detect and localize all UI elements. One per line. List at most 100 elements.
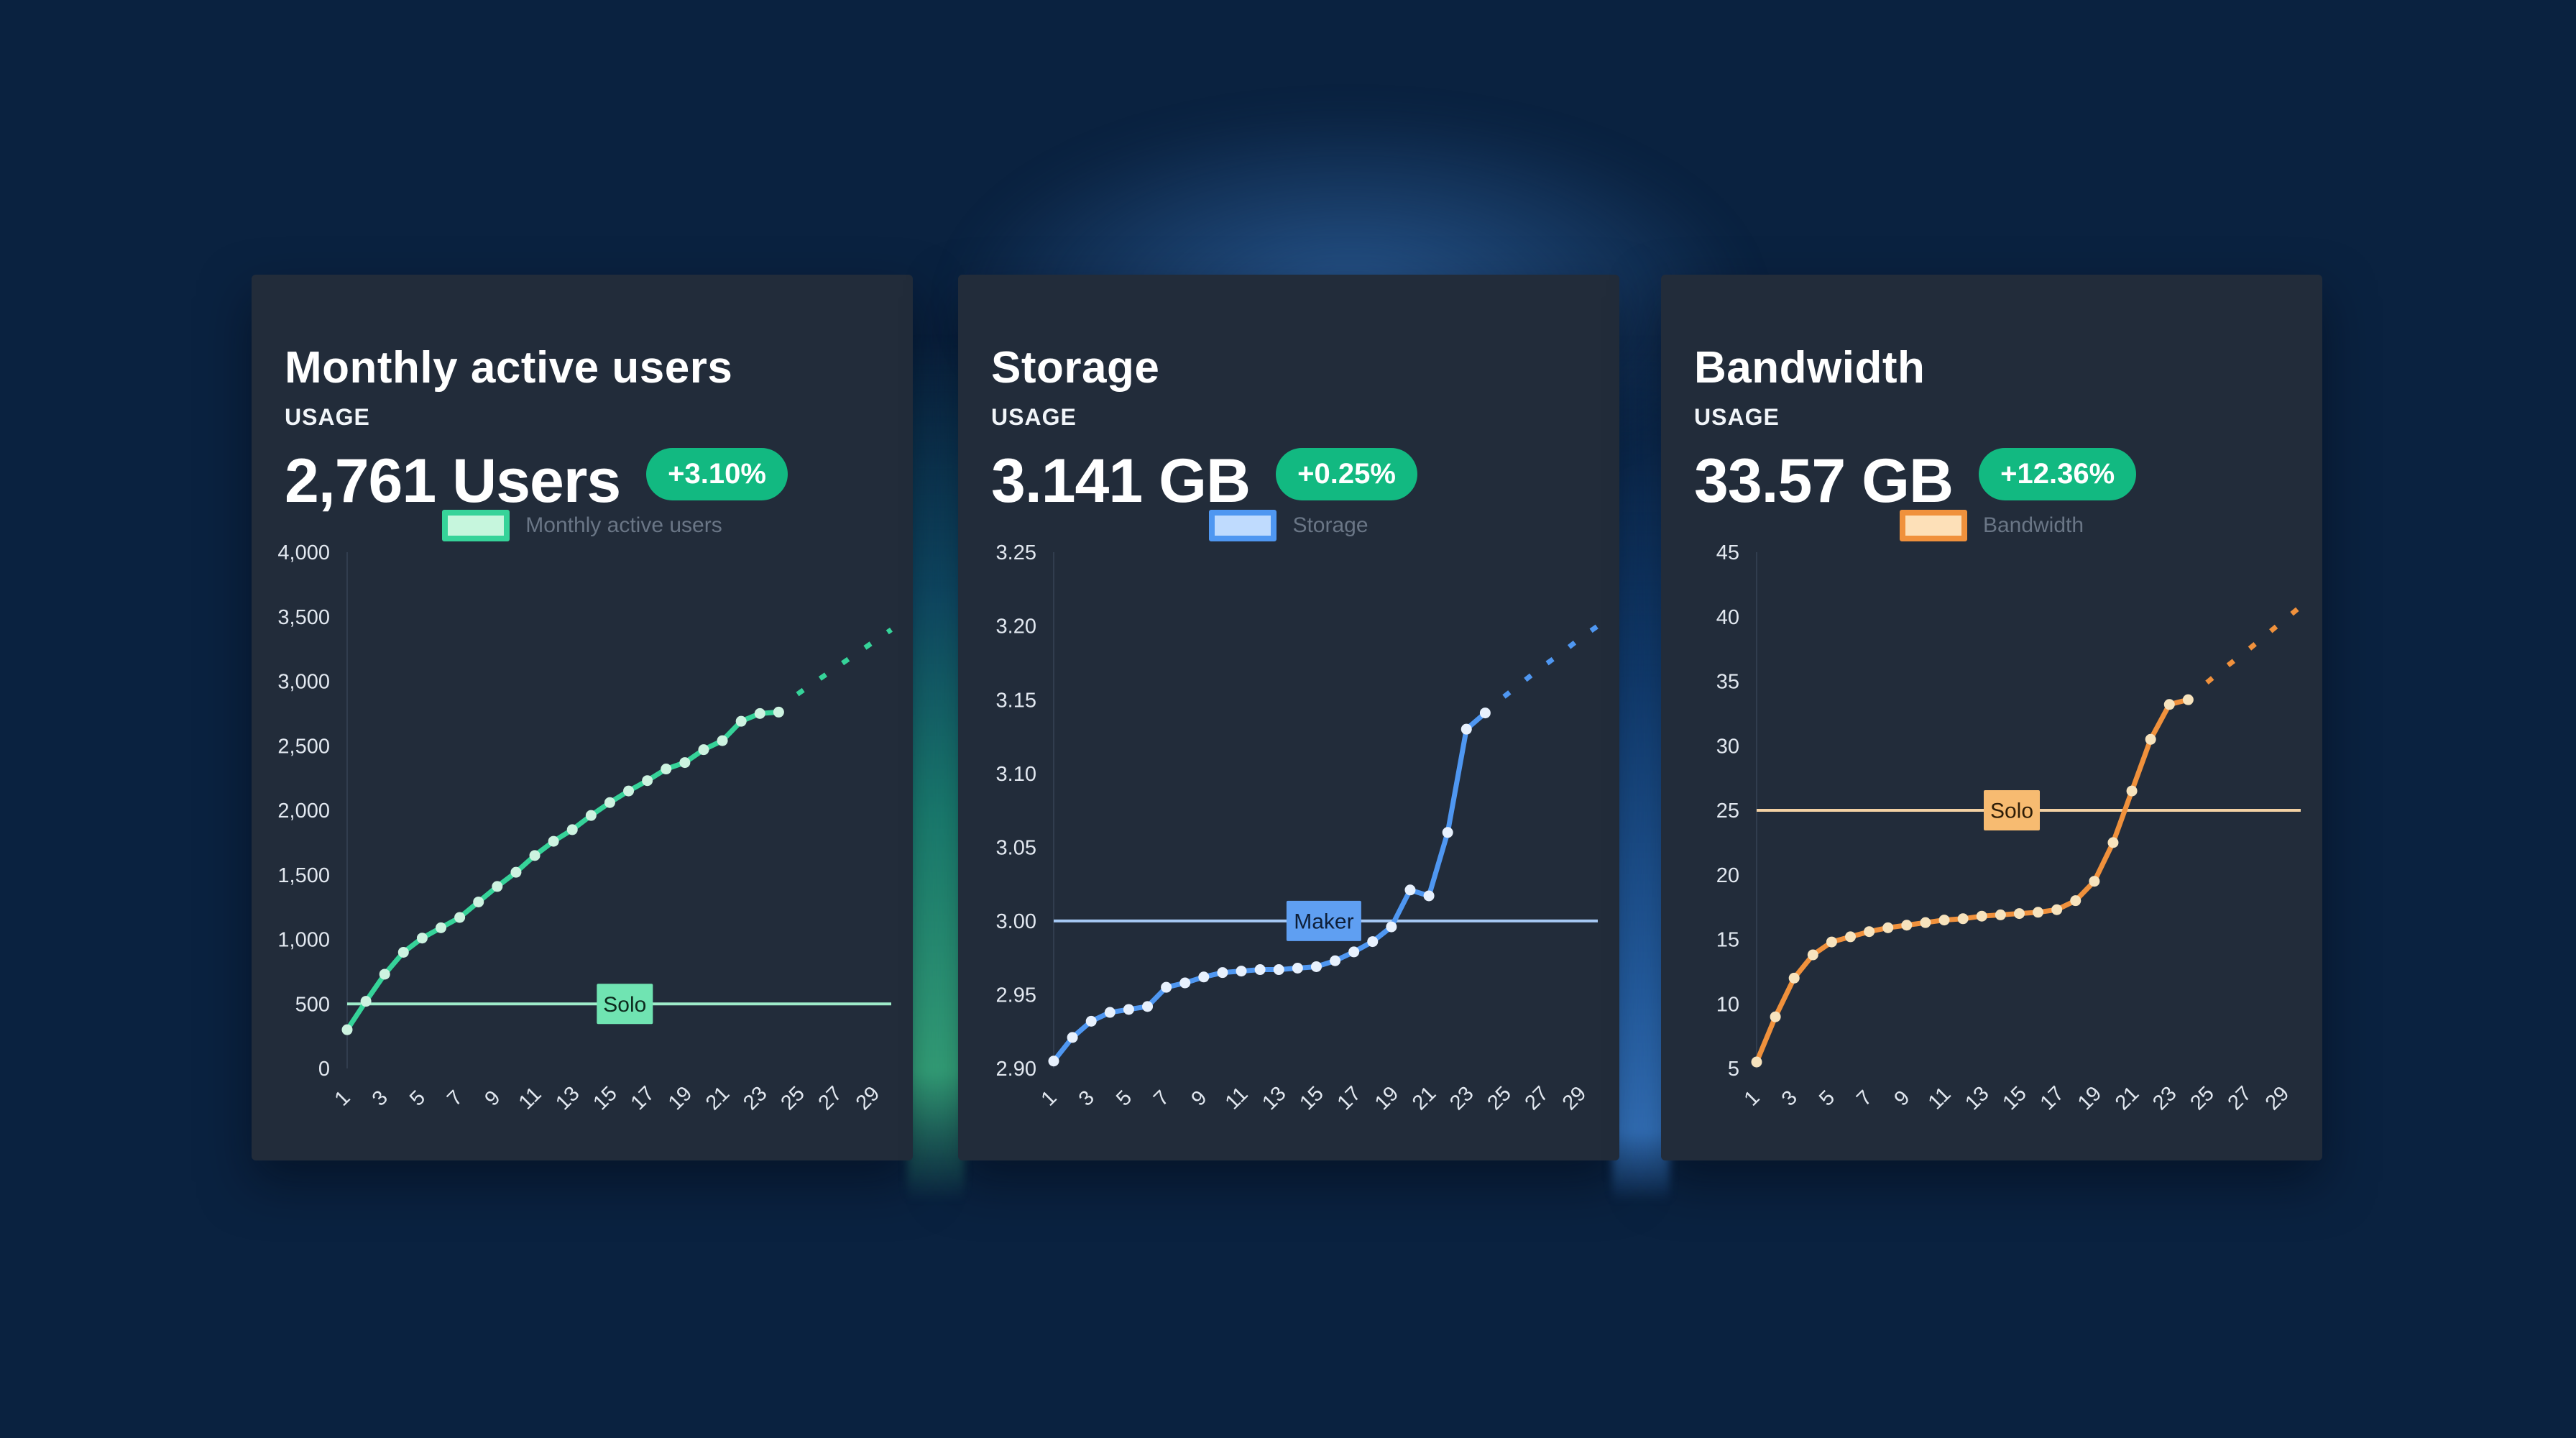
svg-text:1: 1 bbox=[331, 1086, 355, 1111]
svg-text:25: 25 bbox=[1716, 800, 1739, 823]
svg-text:30: 30 bbox=[1716, 735, 1739, 758]
svg-text:3.05: 3.05 bbox=[996, 836, 1036, 859]
svg-text:15: 15 bbox=[1998, 1082, 2030, 1114]
delta-badge: +3.10% bbox=[646, 448, 788, 500]
svg-text:Solo: Solo bbox=[1990, 800, 2033, 823]
svg-text:11: 11 bbox=[1221, 1083, 1253, 1114]
svg-text:17: 17 bbox=[627, 1082, 659, 1114]
chart-legend: Monthly active users bbox=[252, 510, 913, 541]
svg-text:21: 21 bbox=[1408, 1082, 1440, 1114]
legend-label: Storage bbox=[1292, 513, 1368, 537]
usage-line-chart: 2.902.953.003.053.103.153.203.251 3 5 7 9 11 1… bbox=[996, 541, 1600, 1114]
svg-text:3.25: 3.25 bbox=[996, 541, 1036, 564]
svg-text:19: 19 bbox=[2074, 1082, 2106, 1114]
usage-label: USAGE bbox=[1694, 404, 1780, 430]
card-storage: Storage USAGE 3.141 GB +0.25% Storage 2.… bbox=[958, 275, 1619, 1160]
svg-text:45: 45 bbox=[1716, 541, 1739, 564]
svg-text:13: 13 bbox=[1258, 1082, 1290, 1114]
legend-swatch bbox=[442, 510, 510, 541]
card-title: Bandwidth bbox=[1694, 343, 1926, 393]
svg-text:11: 11 bbox=[1924, 1083, 1956, 1114]
legend-label: Bandwidth bbox=[1982, 513, 2084, 537]
svg-text:27: 27 bbox=[2224, 1082, 2256, 1114]
usage-value: 3.141 GB bbox=[991, 446, 1251, 516]
svg-text:7: 7 bbox=[1149, 1086, 1174, 1111]
svg-text:15: 15 bbox=[1295, 1082, 1328, 1114]
svg-text:17: 17 bbox=[1333, 1082, 1366, 1114]
background-gradient-teal bbox=[907, 338, 965, 1201]
svg-text:9: 9 bbox=[1890, 1086, 1914, 1111]
svg-text:15: 15 bbox=[589, 1082, 621, 1114]
svg-text:0: 0 bbox=[318, 1058, 330, 1081]
usage-label: USAGE bbox=[991, 404, 1077, 430]
svg-text:11: 11 bbox=[515, 1083, 546, 1114]
svg-text:21: 21 bbox=[2111, 1082, 2143, 1114]
usage-line-chart: 0 500 1,000 1,500 2,000 2,500 3,000 3,500 4,000 1… bbox=[277, 541, 893, 1114]
card-title: Storage bbox=[991, 343, 1160, 393]
usage-value: 2,761 Users bbox=[285, 446, 621, 516]
svg-text:19: 19 bbox=[664, 1082, 696, 1114]
svg-text:3.10: 3.10 bbox=[996, 763, 1036, 786]
usage-value-row: 2,761 Users +3.10% bbox=[285, 446, 788, 517]
svg-text:25: 25 bbox=[776, 1082, 809, 1114]
legend-swatch bbox=[1209, 510, 1277, 541]
svg-text:2,500: 2,500 bbox=[277, 735, 330, 758]
delta-badge: +0.25% bbox=[1276, 448, 1417, 500]
svg-text:1: 1 bbox=[1740, 1086, 1765, 1111]
svg-text:3.15: 3.15 bbox=[996, 689, 1036, 712]
background-gradient-blue bbox=[1612, 338, 1670, 1201]
usage-value-row: 3.141 GB +0.25% bbox=[991, 446, 1417, 517]
svg-text:7: 7 bbox=[443, 1086, 467, 1111]
delta-badge: +12.36% bbox=[1979, 448, 2137, 500]
card-title: Monthly active users bbox=[285, 343, 733, 393]
svg-text:35: 35 bbox=[1716, 671, 1739, 694]
svg-text:9: 9 bbox=[1187, 1086, 1211, 1111]
svg-text:21: 21 bbox=[702, 1082, 734, 1114]
svg-text:5: 5 bbox=[405, 1086, 430, 1111]
svg-text:29: 29 bbox=[2261, 1082, 2294, 1114]
svg-text:3: 3 bbox=[368, 1086, 392, 1111]
svg-text:40: 40 bbox=[1716, 606, 1739, 629]
svg-text:3.20: 3.20 bbox=[996, 615, 1036, 638]
legend-label: Monthly active users bbox=[525, 513, 722, 537]
svg-text:5: 5 bbox=[1728, 1058, 1739, 1081]
card-monthly-active-users: Monthly active users USAGE 2,761 Users +… bbox=[252, 275, 913, 1160]
usage-value-row: 33.57 GB +12.36% bbox=[1694, 446, 2137, 517]
svg-text:5: 5 bbox=[1112, 1086, 1136, 1111]
svg-text:2,000: 2,000 bbox=[277, 800, 330, 823]
svg-text:3: 3 bbox=[1075, 1086, 1099, 1111]
svg-text:1: 1 bbox=[1037, 1086, 1062, 1111]
svg-text:3: 3 bbox=[1777, 1086, 1802, 1111]
svg-text:5: 5 bbox=[1815, 1086, 1839, 1111]
svg-text:3,000: 3,000 bbox=[277, 671, 330, 694]
svg-text:13: 13 bbox=[1961, 1082, 1993, 1114]
svg-text:23: 23 bbox=[2148, 1082, 2181, 1114]
svg-text:1,500: 1,500 bbox=[277, 864, 330, 887]
svg-text:27: 27 bbox=[1521, 1082, 1553, 1114]
svg-text:29: 29 bbox=[1558, 1082, 1591, 1114]
card-bandwidth: Bandwidth USAGE 33.57 GB +12.36% Bandwid… bbox=[1661, 275, 2322, 1160]
legend-swatch bbox=[1899, 510, 1967, 541]
svg-text:Maker: Maker bbox=[1294, 910, 1353, 933]
svg-text:2.95: 2.95 bbox=[996, 984, 1036, 1007]
svg-text:19: 19 bbox=[1371, 1082, 1403, 1114]
svg-text:17: 17 bbox=[2036, 1082, 2069, 1114]
svg-text:15: 15 bbox=[1716, 929, 1739, 952]
svg-text:500: 500 bbox=[295, 993, 330, 1016]
svg-text:25: 25 bbox=[2186, 1082, 2218, 1114]
svg-text:23: 23 bbox=[739, 1082, 771, 1114]
svg-text:20: 20 bbox=[1716, 864, 1739, 887]
svg-text:13: 13 bbox=[551, 1082, 584, 1114]
svg-text:27: 27 bbox=[814, 1082, 847, 1114]
svg-text:Solo: Solo bbox=[603, 993, 646, 1017]
svg-text:2.90: 2.90 bbox=[996, 1058, 1036, 1081]
svg-text:1,000: 1,000 bbox=[277, 929, 330, 952]
usage-value: 33.57 GB bbox=[1694, 446, 1954, 516]
svg-text:9: 9 bbox=[480, 1086, 505, 1111]
svg-text:10: 10 bbox=[1716, 993, 1739, 1016]
svg-text:3.00: 3.00 bbox=[996, 910, 1036, 933]
usage-label: USAGE bbox=[285, 404, 370, 430]
svg-text:25: 25 bbox=[1483, 1082, 1515, 1114]
chart-legend: Storage bbox=[958, 510, 1619, 541]
